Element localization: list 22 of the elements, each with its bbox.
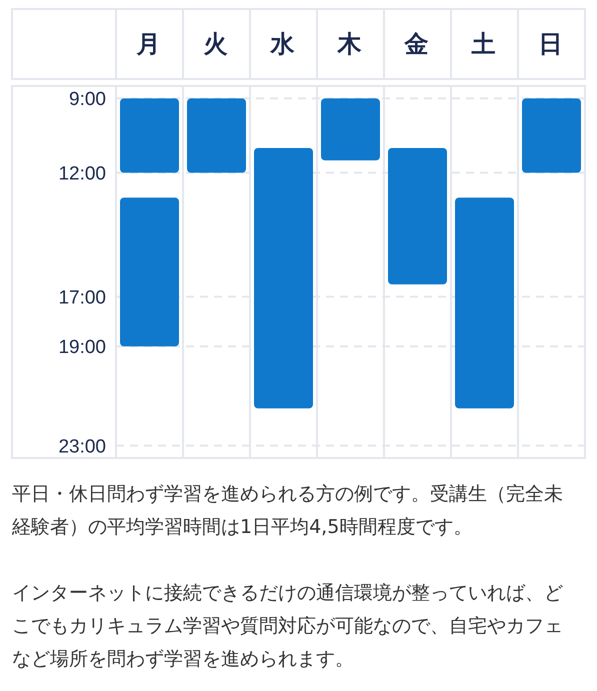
x-tick-label: 土 — [450, 8, 519, 80]
text: インターネットに接続できるだけの通信環境が整っていれば、どこでもカリキュラム学習や質問対応が可能なので、自宅やカフェなど場所を問わず学習を進められます。 — [12, 582, 563, 670]
bar — [522, 98, 581, 173]
bar — [455, 198, 514, 408]
x-tick-label: 金 — [383, 8, 452, 80]
y-tick-label: 23:00 — [58, 436, 106, 458]
y-tick-label: 19:00 — [58, 337, 106, 358]
x-tick-label: 月 — [115, 8, 184, 80]
text: 平日・休日問わず学習を進められる方の例です。受講生（完全未経験者）の平均学習時間は1日平均4,5時間程度です。 — [11, 483, 563, 538]
x-tick-label: 水 — [249, 8, 318, 80]
x-tick-label: 火 — [182, 8, 251, 80]
bar — [321, 98, 380, 160]
x-tick-label: 日 — [517, 8, 586, 80]
x-tick-label: 木 — [316, 8, 385, 80]
y-tick-label: 12:00 — [58, 163, 106, 184]
bar — [187, 98, 246, 173]
bar — [388, 148, 447, 284]
y-tick-label: 17:00 — [58, 287, 106, 308]
bar — [120, 198, 179, 346]
y-tick-label: 9:00 — [69, 89, 106, 110]
bar — [254, 148, 313, 408]
bar — [120, 98, 179, 173]
